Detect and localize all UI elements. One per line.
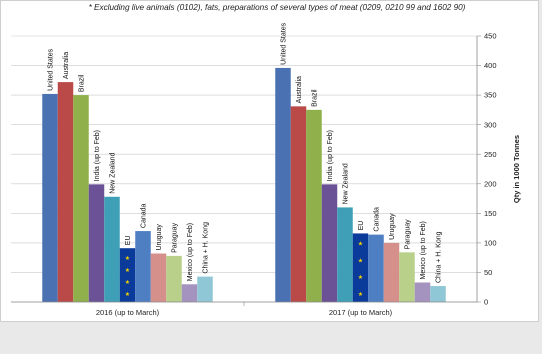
bar-label: India (up to Feb) <box>94 130 101 181</box>
y-tick-label: 100 <box>484 238 497 247</box>
bar-chart: * Excluding live animals (0102), fats, p… <box>11 3 521 317</box>
x-category-label: 2017 (up to March) <box>329 308 393 317</box>
bar-united-states <box>42 93 58 302</box>
y-tick-label: 450 <box>484 32 497 41</box>
bar-label: EU <box>125 235 132 245</box>
bar-label: Brazil <box>312 89 319 107</box>
eu-star-icon: ★ <box>125 279 130 286</box>
bar-australia <box>290 106 307 302</box>
bar-new-zealand <box>337 207 353 302</box>
eu-star-icon: ★ <box>358 274 363 281</box>
bar-label: China + H. Kong <box>436 231 443 283</box>
bar-label: Mexico (up to Feb) <box>187 223 194 281</box>
chart-frame: * Excluding live animals (0102), fats, p… <box>0 0 539 322</box>
y-tick-label: 150 <box>484 209 497 218</box>
bar-india-up-to-feb <box>88 184 105 302</box>
bar-mexico-up-to-feb <box>414 282 431 302</box>
y-tick-label: 200 <box>484 179 497 188</box>
bar-label: China + H. Kong <box>203 222 210 274</box>
bar-canada <box>368 234 384 302</box>
bar-brazil <box>306 109 322 302</box>
bar-label: Brazil <box>79 74 86 92</box>
eu-star-icon: ★ <box>358 291 363 298</box>
category-labels: 2016 (up to March) 2017 (up to March) <box>96 302 393 317</box>
y-tick-label: 300 <box>484 120 497 129</box>
eu-star-icon: ★ <box>358 240 363 247</box>
y-tick-label: 350 <box>484 91 497 100</box>
bar-label: New Zealand <box>343 163 350 204</box>
bar-paraguay <box>166 255 182 302</box>
bar-eu <box>352 233 369 302</box>
bar-label: Uruguay <box>389 213 396 240</box>
bar-china-h-kong <box>430 286 446 302</box>
eu-star-icon: ★ <box>125 255 130 262</box>
bar-label: Paraguay <box>172 222 179 252</box>
y-tick-label: 400 <box>484 61 497 70</box>
bar-china-h-kong <box>197 276 213 302</box>
bar-label: New Zealand <box>110 152 117 193</box>
bar-united-states <box>275 67 291 302</box>
bar-label: United States <box>281 22 288 65</box>
bar-paraguay <box>399 252 415 302</box>
x-category-label: 2016 (up to March) <box>96 308 160 317</box>
bar-label: EU <box>358 221 365 231</box>
bar-label: Canada <box>374 207 381 232</box>
y-tick-label: 50 <box>484 268 492 277</box>
bar-label: Paraguay <box>405 219 412 249</box>
bar-eu <box>119 248 136 302</box>
bars-group <box>42 67 446 303</box>
bar-label: Australia <box>63 52 70 79</box>
y-axis-ticks: 0 50 100 150 200 250 300 350 400 450 <box>477 32 497 307</box>
bar-labels: United States Australia Brazil India (up to… <box>48 22 443 283</box>
bar-uruguay <box>150 253 167 302</box>
bar-uruguay <box>383 242 400 302</box>
chart-note: * Excluding live animals (0102), fats, p… <box>89 3 466 12</box>
bar-brazil <box>73 95 89 302</box>
bar-label: Mexico (up to Feb) <box>420 221 427 279</box>
bar-label: Canada <box>141 203 148 228</box>
bar-new-zealand <box>104 196 120 302</box>
bar-label: United States <box>48 48 55 91</box>
y-tick-label: 0 <box>484 298 488 307</box>
y-tick-label: 250 <box>484 150 497 159</box>
eu-flag-stars: ★ ★ ★ ★ ★ ★ ★ ★ <box>125 240 363 298</box>
eu-star-icon: ★ <box>125 291 130 298</box>
bar-label: Australia <box>296 76 303 103</box>
bar-canada <box>135 231 151 302</box>
eu-star-icon: ★ <box>358 257 363 264</box>
y-axis-title: Qty in 1000 Tonnes <box>512 135 521 203</box>
bar-label: Uruguay <box>156 224 163 251</box>
bar-india-up-to-feb <box>321 184 338 302</box>
bar-mexico-up-to-feb <box>181 284 198 302</box>
bar-australia <box>57 82 74 303</box>
bar-label: India (up to Feb) <box>327 130 334 181</box>
eu-star-icon: ★ <box>125 267 130 274</box>
